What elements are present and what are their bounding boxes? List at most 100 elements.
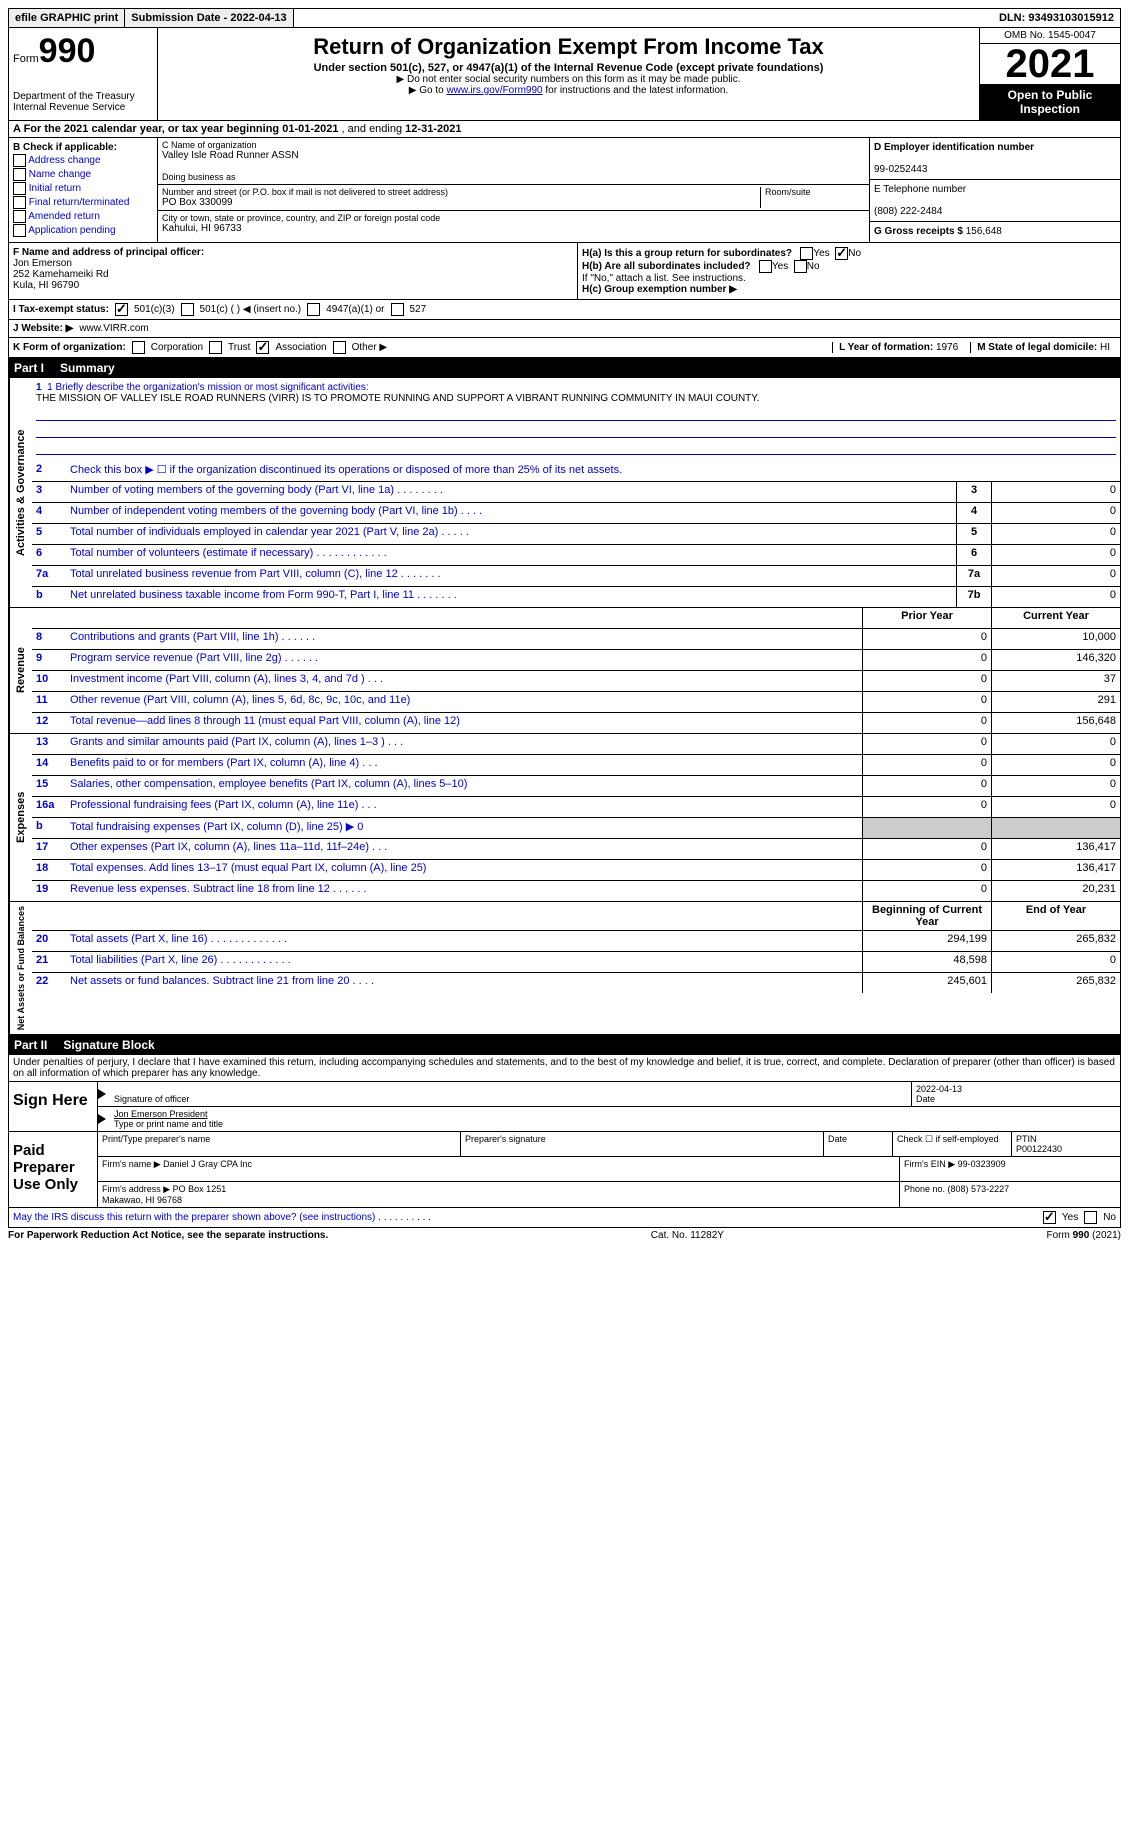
firm-phone-cell: Phone no. (808) 573-2227 — [900, 1182, 1120, 1207]
preparer-section: Paid Preparer Use Only Print/Type prepar… — [8, 1132, 1121, 1208]
discuss-text: May the IRS discuss this return with the… — [13, 1212, 431, 1223]
hb-yes: Yes — [772, 261, 788, 272]
prep-date-label: Date — [824, 1132, 893, 1156]
form-header: Form990 Department of the Treasury Inter… — [8, 28, 1121, 121]
ha-no-checkbox[interactable] — [835, 247, 848, 260]
org-name-label: C Name of organization — [162, 140, 865, 150]
col-c-org-info: C Name of organization Valley Isle Road … — [158, 138, 869, 242]
j-label: J Website: ▶ — [13, 323, 73, 334]
line-21: 21Total liabilities (Part X, line 26) . … — [32, 952, 1120, 973]
phone-cell: E Telephone number (808) 222-2484 — [870, 180, 1120, 222]
check-address-change[interactable]: Address change — [13, 154, 153, 167]
officer-sig-cell: Signature of officer — [110, 1082, 912, 1106]
phone-label: E Telephone number — [874, 184, 966, 195]
line-20: 20Total assets (Part X, line 16) . . . .… — [32, 931, 1120, 952]
irs-link[interactable]: www.irs.gov/Form990 — [446, 85, 542, 96]
form-num: 990 — [39, 32, 96, 70]
line-8: 8Contributions and grants (Part VIII, li… — [32, 629, 1120, 650]
goto-prefix: ▶ Go to — [409, 85, 447, 96]
department-label: Department of the Treasury Internal Reve… — [13, 91, 153, 113]
firm-phone: (808) 573-2227 — [948, 1184, 1010, 1194]
check-501c[interactable] — [181, 303, 194, 316]
hdr-end: End of Year — [991, 902, 1120, 930]
city-value: Kahului, HI 96733 — [162, 223, 865, 234]
ein-cell: D Employer identification number 99-0252… — [870, 138, 1120, 180]
line-9: 9Program service revenue (Part VIII, lin… — [32, 650, 1120, 671]
form-note-ssn: ▶ Do not enter social security numbers o… — [162, 74, 975, 85]
col-d-info: D Employer identification number 99-0252… — [869, 138, 1120, 242]
firm-ein-label: Firm's EIN ▶ — [904, 1159, 958, 1169]
footer-right: Form 990 (2021) — [1047, 1230, 1121, 1241]
line-b: bNet unrelated business taxable income f… — [32, 587, 1120, 607]
m-value: HI — [1100, 342, 1110, 353]
line-17: 17Other expenses (Part IX, column (A), l… — [32, 839, 1120, 860]
officer-name: Jon Emerson — [13, 258, 72, 269]
check-assoc[interactable] — [256, 341, 269, 354]
check-name-change[interactable]: Name change — [13, 168, 153, 181]
preparer-row2: Firm's name ▶ Daniel J Gray CPA Inc Firm… — [98, 1157, 1120, 1182]
preparer-label: Paid Preparer Use Only — [9, 1132, 98, 1207]
check-initial-return[interactable]: Initial return — [13, 182, 153, 195]
check-other[interactable] — [333, 341, 346, 354]
check-corp[interactable] — [132, 341, 145, 354]
check-4947[interactable] — [307, 303, 320, 316]
discuss-row: May the IRS discuss this return with the… — [8, 1208, 1121, 1228]
footer-mid: Cat. No. 11282Y — [651, 1230, 724, 1241]
officer-name-label: Type or print name and title — [114, 1119, 223, 1129]
line-10: 10Investment income (Part VIII, column (… — [32, 671, 1120, 692]
firm-ein-cell: Firm's EIN ▶ 99-0323909 — [900, 1157, 1120, 1181]
mission-label: 1 Briefly describe the organization's mi… — [47, 382, 369, 393]
check-527[interactable] — [391, 303, 404, 316]
hb-no-checkbox[interactable] — [794, 260, 807, 273]
line-13: 13Grants and similar amounts paid (Part … — [32, 734, 1120, 755]
city-cell: City or town, state or province, country… — [158, 211, 869, 236]
top-bar: efile GRAPHIC print Submission Date - 20… — [8, 8, 1121, 28]
ein-label: D Employer identification number — [874, 142, 1034, 153]
opt-corp: Corporation — [151, 342, 203, 353]
arrow-icon — [98, 1089, 106, 1099]
check-trust[interactable] — [209, 341, 222, 354]
org-name: Valley Isle Road Runner ASSN — [162, 150, 865, 161]
section-fh: F Name and address of principal officer:… — [8, 243, 1121, 300]
opt-trust: Trust — [228, 342, 250, 353]
line-12: 12Total revenue—add lines 8 through 11 (… — [32, 713, 1120, 733]
officer-addr2: Kula, HI 96790 — [13, 280, 79, 291]
discuss-no-checkbox[interactable] — [1084, 1211, 1097, 1224]
opt-501c3: 501(c)(3) — [134, 304, 175, 315]
ha-label: H(a) Is this a group return for subordin… — [582, 248, 792, 259]
line-6: 6Total number of volunteers (estimate if… — [32, 545, 1120, 566]
m-label: M State of legal domicile: — [977, 342, 1100, 353]
footer: For Paperwork Reduction Act Notice, see … — [8, 1228, 1121, 1243]
ein-value: 99-0252443 — [874, 164, 927, 175]
line-16a: 16aProfessional fundraising fees (Part I… — [32, 797, 1120, 818]
efile-print-button[interactable]: efile GRAPHIC print — [9, 9, 125, 27]
ha-yes-checkbox[interactable] — [800, 247, 813, 260]
room-label: Room/suite — [765, 187, 865, 197]
check-amended[interactable]: Amended return — [13, 210, 153, 223]
gross-value: 156,648 — [966, 226, 1002, 237]
ha-no: No — [848, 248, 861, 259]
row-j-website: J Website: ▶ www.VIRR.com — [8, 320, 1121, 338]
form-number: Form990 — [13, 32, 153, 71]
line-11: 11Other revenue (Part VIII, column (A), … — [32, 692, 1120, 713]
part2-header: Part II Signature Block — [8, 1035, 1121, 1055]
officer-label: F Name and address of principal officer: — [13, 247, 204, 258]
hdr-prior: Prior Year — [862, 608, 991, 628]
hc-label: H(c) Group exemption number ▶ — [582, 284, 737, 295]
line-b: bTotal fundraising expenses (Part IX, co… — [32, 818, 1120, 839]
part1-header: Part I Summary — [8, 358, 1121, 378]
check-app-pending[interactable]: Application pending — [13, 224, 153, 237]
check-501c3[interactable] — [115, 303, 128, 316]
row-a-tax-year: A For the 2021 calendar year, or tax yea… — [8, 121, 1121, 138]
form-note-link: ▶ Go to www.irs.gov/Form990 for instruct… — [162, 85, 975, 96]
netassets-label: Net Assets or Fund Balances — [9, 902, 32, 1034]
hb-yes-checkbox[interactable] — [759, 260, 772, 273]
group-return-cell: H(a) Is this a group return for subordin… — [578, 243, 1120, 299]
netassets-section: Net Assets or Fund Balances Beginning of… — [8, 902, 1121, 1035]
check-final-return[interactable]: Final return/terminated — [13, 196, 153, 209]
preparer-row1: Print/Type preparer's name Preparer's si… — [98, 1132, 1120, 1157]
declaration-text: Under penalties of perjury, I declare th… — [8, 1055, 1121, 1082]
discuss-yes-checkbox[interactable] — [1043, 1211, 1056, 1224]
submission-label: Submission Date - — [131, 12, 230, 24]
form-subtitle: Under section 501(c), 527, or 4947(a)(1)… — [162, 62, 975, 74]
